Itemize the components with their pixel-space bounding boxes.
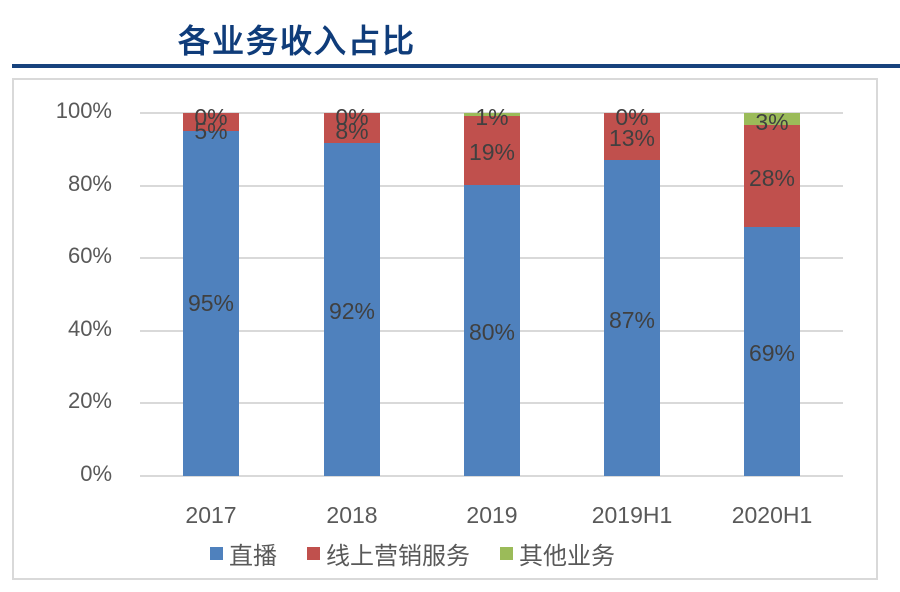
gridline-0: [140, 475, 843, 477]
y-tick-80: 80%: [67, 171, 112, 196]
segment-live: [183, 131, 239, 476]
x-tick-2017: 2017: [185, 502, 237, 528]
legend-item-live[interactable]: 直播: [210, 536, 277, 571]
legend-label: 其他业务: [519, 542, 615, 570]
data-label: 19%: [468, 139, 516, 165]
y-tick-20: 20%: [67, 388, 112, 413]
legend-label: 线上营销服务: [326, 542, 470, 570]
data-label: 3%: [755, 109, 789, 135]
legend-swatch-red-icon: [307, 547, 320, 560]
legend-item-other[interactable]: 其他业务: [500, 536, 615, 571]
segment-live: [604, 160, 660, 476]
legend-label: 直播: [229, 542, 277, 570]
plot-area: 95% 5% 0% 92% 8% 0% 80% 19% 1% 87% 13% 0…: [140, 105, 843, 477]
segment-other: [744, 113, 800, 125]
segment-marketing: [324, 113, 380, 143]
bar-2020h1: 69% 28% 3%: [744, 110, 800, 476]
bar-2019: 80% 19% 1%: [464, 105, 520, 476]
chart-title: 各业务收入占比: [178, 22, 417, 60]
data-label: 5%: [194, 118, 228, 144]
x-tick-2020h1: 2020H1: [731, 502, 813, 528]
legend-item-marketing[interactable]: 线上营销服务: [307, 536, 470, 571]
bar-2019h1: 87% 13% 0%: [604, 105, 660, 476]
data-label: 0%: [194, 104, 228, 130]
data-label: 87%: [608, 307, 656, 333]
data-label: 69%: [748, 340, 796, 366]
x-tick-2019: 2019: [466, 502, 518, 528]
title-underline: [12, 64, 900, 68]
y-tick-60: 60%: [67, 243, 112, 268]
segment-live: [464, 185, 520, 476]
bar-2018: 92% 8% 0%: [324, 105, 380, 476]
data-label: 1%: [475, 104, 509, 130]
data-label: 80%: [468, 319, 516, 345]
segment-marketing: [183, 113, 239, 131]
segment-marketing: [744, 125, 800, 227]
legend-swatch-blue-icon: [210, 547, 223, 560]
data-label: 13%: [608, 125, 656, 151]
y-tick-40: 40%: [67, 316, 112, 341]
data-label: 8%: [335, 118, 369, 144]
data-label: 28%: [748, 165, 796, 191]
segment-live: [324, 143, 380, 476]
data-label: 0%: [335, 104, 369, 130]
segment-marketing: [604, 113, 660, 160]
data-label: 95%: [187, 290, 235, 316]
y-tick-100: 100%: [55, 98, 112, 123]
x-tick-2018: 2018: [326, 502, 378, 528]
segment-other: [464, 113, 520, 116]
bar-2017: 95% 5% 0%: [183, 105, 239, 476]
data-label: 92%: [328, 298, 376, 324]
legend: 直播 线上营销服务 其他业务: [210, 536, 645, 571]
data-label: 0%: [615, 104, 649, 130]
legend-swatch-green-icon: [500, 547, 513, 560]
y-tick-0: 0%: [80, 461, 112, 486]
segment-live: [744, 227, 800, 476]
x-tick-2019h1: 2019H1: [591, 502, 673, 528]
segment-marketing: [464, 116, 520, 185]
chart-frame: [12, 78, 878, 580]
